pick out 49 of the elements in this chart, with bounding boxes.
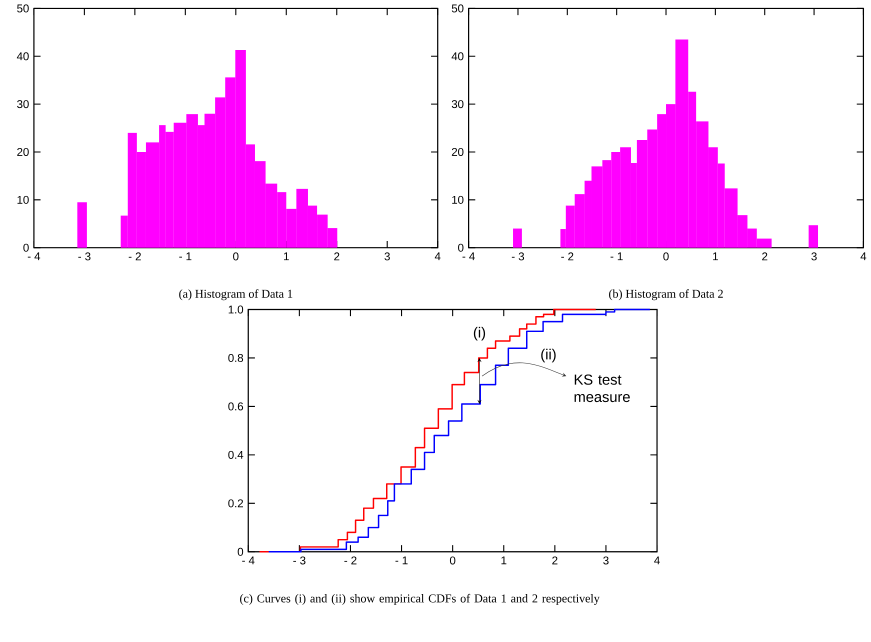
x-tick-label: 2	[552, 556, 558, 565]
y-tick-label: 0	[23, 244, 29, 252]
x-tick-label: 4	[434, 252, 441, 260]
x-tick-label: - 1	[610, 252, 623, 260]
text: (b) Histogram of Data 2	[609, 290, 723, 301]
x-tick-label: - 1	[179, 252, 192, 260]
x-tick-label: - 4	[28, 252, 40, 260]
series-label: (i)	[474, 327, 486, 341]
y-tick-label: 10	[18, 196, 29, 204]
x-tick-label: - 2	[561, 252, 574, 261]
x-tick-label: - 2	[128, 252, 141, 261]
y-tick-label: 0	[238, 548, 244, 556]
y-tick-label: 40	[16, 52, 29, 61]
x-tick-label: 3	[811, 252, 817, 261]
y-tick-label: 30	[452, 100, 464, 108]
y-tick-label: 1.0	[228, 306, 244, 314]
x-tick-label: 1	[284, 252, 289, 260]
y-tick-label: 40	[452, 52, 464, 61]
x-tick-label: 1	[501, 556, 506, 564]
series-label: (ii)	[541, 348, 556, 363]
x-tick-label: 4	[654, 556, 660, 564]
text: (a) Histogram of Data 1	[179, 290, 292, 301]
y-tick-label: 20	[452, 148, 464, 156]
x-tick-label: - 4	[462, 252, 475, 260]
y-tick-label: 30	[17, 100, 29, 108]
y-tick-label: 0.4	[228, 451, 244, 460]
y-tick-label: 50	[452, 4, 464, 13]
x-tick-label: - 4	[242, 556, 255, 564]
annotation: KS test measure	[574, 374, 630, 402]
x-tick-label: 3	[603, 556, 609, 565]
x-tick-label: 1	[713, 252, 718, 260]
x-tick-label: 2	[762, 252, 768, 261]
x-tick-label: - 1	[395, 556, 408, 564]
y-tick-label: 0.8	[228, 354, 244, 362]
y-tick-label: 0	[458, 244, 464, 252]
x-tick-label: 0	[663, 252, 669, 261]
y-tick-label: 20	[17, 148, 29, 156]
x-tick-label: - 3	[512, 252, 524, 261]
y-tick-label: 0.2	[228, 500, 243, 508]
x-tick-label: - 3	[293, 556, 306, 565]
x-tick-label: 3	[384, 252, 390, 261]
x-tick-label: - 3	[78, 252, 90, 261]
text: (c) Curves (i) and (ii) show empirical CDFs of Data 1 and 2 respectively	[240, 594, 600, 606]
x-tick-label: 4	[860, 252, 866, 260]
x-tick-label: 2	[334, 252, 340, 261]
x-tick-label: - 2	[344, 556, 356, 565]
y-tick-label: 0.6	[228, 402, 244, 411]
y-tick-label: 10	[452, 196, 464, 204]
y-tick-label: 50	[17, 4, 29, 13]
